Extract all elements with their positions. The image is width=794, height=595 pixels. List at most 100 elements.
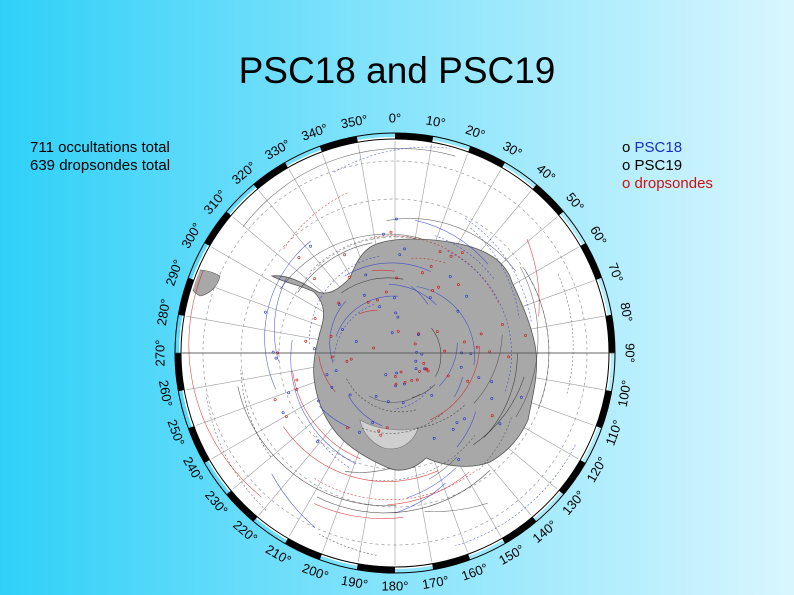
measurement-track (424, 502, 488, 512)
measurement-point (381, 232, 385, 236)
legend-label-psc18: PSC18 (634, 139, 683, 156)
measurement-track (438, 342, 458, 387)
measurement-track (483, 353, 518, 438)
measurement-track (455, 444, 576, 547)
measurement-track (526, 238, 540, 317)
measurement-point (524, 334, 527, 337)
measurement-point (371, 421, 375, 425)
frame-segment (226, 490, 258, 522)
measurement-point (364, 273, 368, 277)
measurement-track (473, 376, 525, 446)
measurement-track (407, 467, 457, 499)
measurement-point (345, 426, 349, 430)
measurement-point (463, 340, 466, 344)
frame-segment (253, 162, 289, 190)
legend-item-dropsondes: o dropsondes (622, 175, 713, 193)
legend-marker-psc18: o (622, 139, 631, 156)
measurement-track (319, 405, 351, 429)
measurement-point (362, 293, 366, 297)
measurement-point (334, 369, 338, 373)
measurement-point (446, 374, 450, 378)
measurement-track (473, 334, 503, 404)
measurement-track (271, 473, 316, 528)
frame-segment (605, 314, 615, 354)
measurement-track (345, 468, 391, 473)
measurement-point (341, 328, 344, 331)
measurement-track (394, 482, 446, 514)
measurement-point (403, 247, 407, 251)
measurement-track (279, 233, 422, 290)
longitude-label: 90° (623, 343, 638, 363)
measurement-track (434, 235, 495, 280)
measurement-point (459, 365, 463, 369)
measurement-point (498, 422, 502, 426)
legend-marker-dropsondes: o (622, 175, 631, 192)
measurement-track (297, 242, 373, 293)
measurement-track (309, 255, 380, 345)
measurement-point (396, 330, 400, 333)
longitude-label: 30° (500, 138, 525, 161)
measurement-track (358, 309, 378, 315)
measurement-point (432, 436, 436, 440)
measurement-track (335, 295, 399, 337)
measurement-point (329, 334, 333, 338)
measurement-track (388, 284, 437, 306)
longitude-label: 340° (299, 120, 329, 143)
ice-shelf (359, 419, 419, 450)
measurement-point (316, 399, 320, 403)
measurement-point (490, 380, 494, 384)
longitude-label: 60° (587, 223, 610, 248)
measurement-point (415, 378, 419, 382)
frame-segment (501, 516, 537, 544)
measurement-point (421, 271, 424, 275)
measurement-track (410, 285, 429, 305)
measurement-point (465, 294, 469, 298)
frame-segment (596, 390, 612, 429)
measurement-point (385, 426, 389, 430)
longitude-label: 320° (229, 158, 259, 187)
measurement-point (398, 253, 402, 257)
measurement-point (394, 311, 398, 315)
measurement-point (490, 414, 494, 418)
measurement-point (389, 230, 393, 234)
measurement-point (469, 352, 473, 356)
measurement-point (330, 355, 334, 359)
measurement-point (435, 330, 439, 334)
measurement-point (401, 401, 405, 405)
longitude-label: 40° (534, 161, 559, 185)
longitude-label: 290° (162, 257, 185, 287)
measurement-point (399, 370, 403, 374)
map-legend: o PSC18 o PSC19 o dropsondes (622, 139, 713, 193)
longitude-label: 260° (156, 379, 175, 408)
measurement-track (454, 376, 463, 398)
measurement-point (393, 296, 396, 300)
longitude-label: 300° (178, 220, 204, 251)
measurement-track (523, 268, 550, 409)
frame-segment (175, 352, 185, 392)
frame-segment (558, 459, 586, 495)
longitude-label: 200° (300, 560, 330, 583)
measurement-point (337, 301, 341, 305)
frame-segment (394, 133, 434, 143)
longitude-label: 270° (152, 340, 167, 367)
longitude-label: 220° (230, 517, 260, 546)
longitude-label: 70° (605, 261, 626, 285)
measurement-point (377, 429, 381, 433)
measurement-track (237, 386, 397, 507)
longitude-label: 170° (421, 573, 450, 592)
measurement-point (395, 276, 399, 280)
measurement-point (316, 440, 319, 444)
measurement-point (449, 254, 453, 258)
measurement-point (390, 331, 394, 335)
measurement-track (283, 191, 350, 250)
longitude-label: 160° (459, 560, 489, 583)
measurement-track (292, 370, 361, 460)
measurement-track (242, 148, 456, 227)
measurement-track (465, 218, 532, 323)
measurement-point (414, 367, 418, 371)
longitude-label: 250° (164, 417, 187, 447)
dropsondes-count: 639 dropsondes total (30, 157, 171, 174)
measurement-point (313, 277, 316, 281)
measurement-point (413, 342, 417, 346)
